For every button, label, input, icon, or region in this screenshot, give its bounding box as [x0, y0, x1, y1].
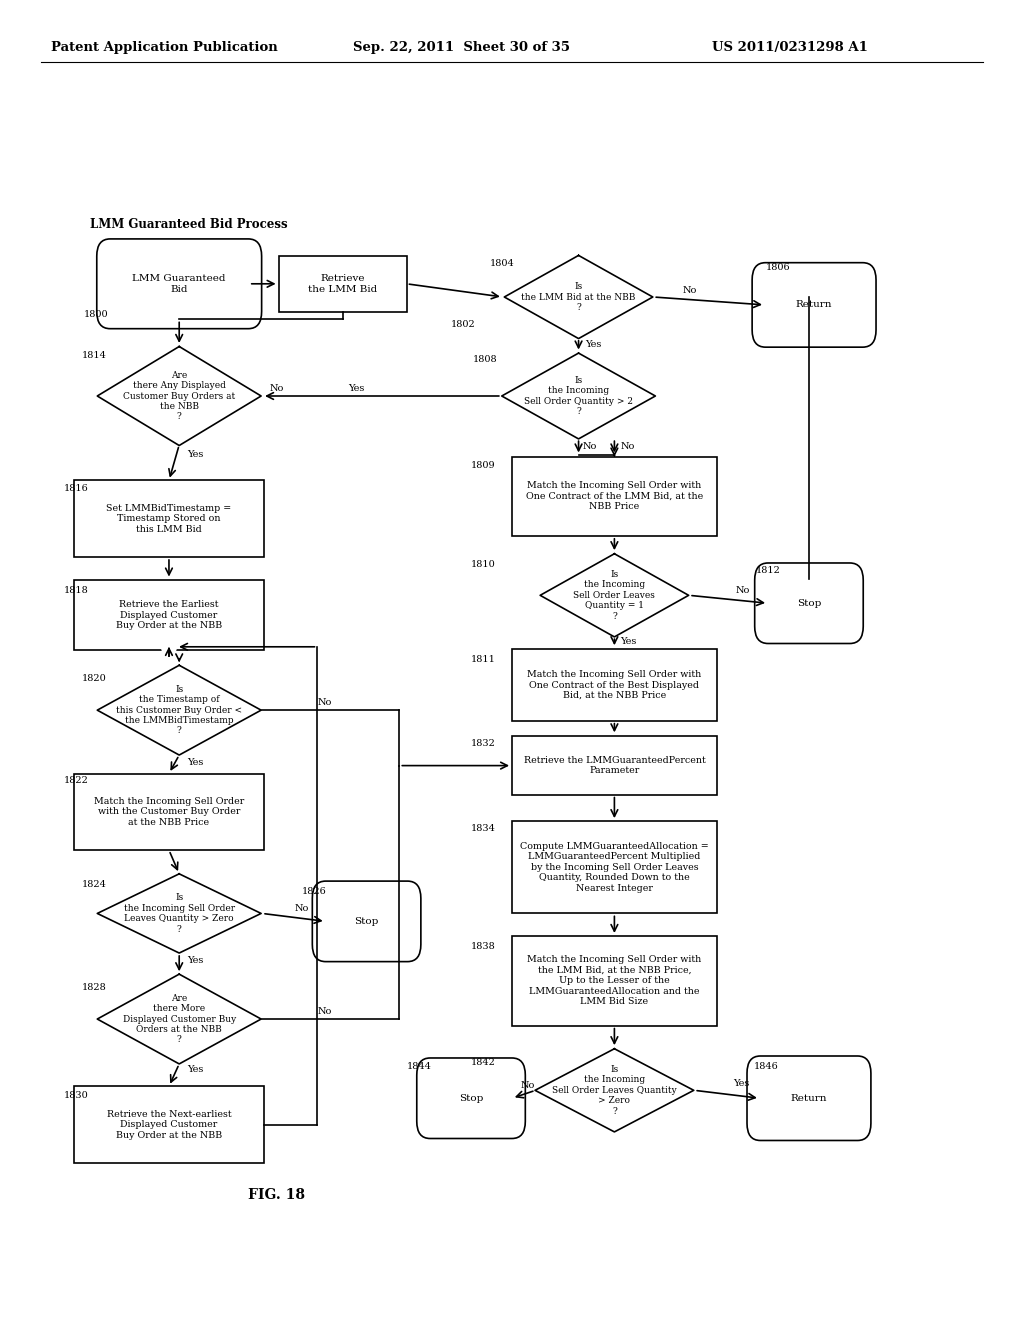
Text: US 2011/0231298 A1: US 2011/0231298 A1	[712, 41, 867, 54]
Polygon shape	[504, 256, 653, 338]
Text: Is
the Incoming
Sell Order Quantity > 2
?: Is the Incoming Sell Order Quantity > 2 …	[524, 376, 633, 416]
Text: 1820: 1820	[82, 675, 106, 682]
FancyBboxPatch shape	[748, 1056, 870, 1140]
Text: Are
there More
Displayed Customer Buy
Orders at the NBB
?: Are there More Displayed Customer Buy Or…	[123, 994, 236, 1044]
Text: 1808: 1808	[473, 355, 498, 363]
Text: 1810: 1810	[471, 561, 496, 569]
Polygon shape	[535, 1048, 694, 1133]
Bar	[512, 821, 717, 913]
Text: Yes: Yes	[187, 957, 204, 965]
Bar	[75, 774, 264, 850]
Text: No: No	[269, 384, 284, 392]
Text: Match the Incoming Sell Order with
the LMM Bid, at the NBB Price,
Up to the Less: Match the Incoming Sell Order with the L…	[527, 956, 701, 1006]
Text: Is
the LMM Bid at the NBB
?: Is the LMM Bid at the NBB ?	[521, 282, 636, 312]
Text: 1834: 1834	[471, 825, 496, 833]
Text: Yes: Yes	[585, 341, 601, 348]
Text: 1826: 1826	[302, 887, 327, 895]
Text: No: No	[683, 286, 697, 294]
Text: Sep. 22, 2011  Sheet 30 of 35: Sep. 22, 2011 Sheet 30 of 35	[353, 41, 570, 54]
Text: Return: Return	[791, 1094, 827, 1102]
Text: No: No	[583, 442, 597, 450]
Text: LMM Guaranteed Bid Process: LMM Guaranteed Bid Process	[90, 218, 288, 231]
Text: Yes: Yes	[733, 1080, 750, 1088]
Text: No: No	[621, 442, 635, 450]
Text: 1816: 1816	[63, 484, 88, 492]
Text: No: No	[317, 698, 332, 706]
Text: Is
the Incoming Sell Order
Leaves Quantity > Zero
?: Is the Incoming Sell Order Leaves Quanti…	[124, 894, 234, 933]
FancyBboxPatch shape	[752, 263, 877, 347]
Text: No: No	[317, 1007, 332, 1015]
Circle shape	[162, 638, 176, 656]
Text: Is
the Incoming
Sell Order Leaves
Quantity = 1
?: Is the Incoming Sell Order Leaves Quanti…	[573, 570, 655, 620]
Text: 1824: 1824	[82, 880, 106, 888]
Bar	[75, 579, 264, 649]
Text: 1802: 1802	[451, 321, 475, 329]
FancyBboxPatch shape	[96, 239, 262, 329]
Polygon shape	[97, 347, 261, 446]
Text: Yes: Yes	[348, 384, 365, 392]
Text: Retrieve
the LMM Bid: Retrieve the LMM Bid	[308, 275, 378, 293]
Text: Yes: Yes	[187, 759, 204, 767]
Text: 1814: 1814	[82, 351, 106, 359]
Text: Patent Application Publication: Patent Application Publication	[51, 41, 278, 54]
Text: FIG. 18: FIG. 18	[248, 1188, 305, 1201]
Bar	[279, 256, 408, 312]
Text: Compute LMMGuaranteedAllocation =
LMMGuaranteedPercent Multiplied
by the Incomin: Compute LMMGuaranteedAllocation = LMMGua…	[520, 842, 709, 892]
Text: Stop: Stop	[354, 917, 379, 925]
Bar	[75, 480, 264, 557]
Text: Is
the Incoming
Sell Order Leaves Quantity
> Zero
?: Is the Incoming Sell Order Leaves Quanti…	[552, 1065, 677, 1115]
Bar	[512, 649, 717, 722]
Text: 1806: 1806	[766, 264, 791, 272]
Polygon shape	[97, 974, 261, 1064]
Text: Match the Incoming Sell Order with
One Contract of the Best Displayed
Bid, at th: Match the Incoming Sell Order with One C…	[527, 671, 701, 700]
Text: 1811: 1811	[471, 656, 496, 664]
Polygon shape	[97, 874, 261, 953]
Polygon shape	[502, 354, 655, 438]
Text: Stop: Stop	[459, 1094, 483, 1102]
Polygon shape	[97, 665, 261, 755]
Text: 1828: 1828	[82, 983, 106, 991]
FancyBboxPatch shape	[312, 882, 421, 961]
Text: Stop: Stop	[797, 599, 821, 607]
Bar	[512, 936, 717, 1026]
Text: Set LMMBidTimestamp =
Timestamp Stored on
this LMM Bid: Set LMMBidTimestamp = Timestamp Stored o…	[106, 504, 231, 533]
Polygon shape	[541, 554, 688, 636]
Text: Retrieve the Earliest
Displayed Customer
Buy Order at the NBB: Retrieve the Earliest Displayed Customer…	[116, 601, 222, 630]
Text: 1830: 1830	[63, 1092, 88, 1100]
Bar	[512, 737, 717, 795]
Bar	[75, 1086, 264, 1163]
Text: 1842: 1842	[471, 1059, 496, 1067]
Text: Are
there Any Displayed
Customer Buy Orders at
the NBB
?: Are there Any Displayed Customer Buy Ord…	[123, 371, 236, 421]
Text: Yes: Yes	[187, 450, 204, 458]
Text: Yes: Yes	[187, 1065, 204, 1073]
Text: 1809: 1809	[471, 462, 496, 470]
Text: 1804: 1804	[489, 260, 514, 268]
Text: 1818: 1818	[63, 586, 88, 594]
Text: LMM Guaranteed
Bid: LMM Guaranteed Bid	[132, 275, 226, 293]
Text: Is
the Timestamp of
this Customer Buy Order <
the LMMBidTimestamp
?: Is the Timestamp of this Customer Buy Or…	[116, 685, 243, 735]
Text: 1812: 1812	[756, 566, 780, 574]
Text: No: No	[295, 904, 309, 912]
Text: Match the Incoming Sell Order with
One Contract of the LMM Bid, at the
NBB Price: Match the Incoming Sell Order with One C…	[525, 482, 703, 511]
Text: 1832: 1832	[471, 739, 496, 747]
Text: 1838: 1838	[471, 942, 496, 950]
Text: 1844: 1844	[407, 1063, 431, 1071]
FancyBboxPatch shape	[755, 562, 863, 643]
Text: 1822: 1822	[63, 776, 88, 784]
Text: 1800: 1800	[84, 310, 109, 318]
Text: No: No	[520, 1081, 535, 1089]
Text: Match the Incoming Sell Order
with the Customer Buy Order
at the NBB Price: Match the Incoming Sell Order with the C…	[94, 797, 244, 826]
Text: No: No	[735, 586, 750, 594]
Text: Retrieve the Next-earliest
Displayed Customer
Buy Order at the NBB: Retrieve the Next-earliest Displayed Cus…	[106, 1110, 231, 1139]
Text: Return: Return	[796, 301, 833, 309]
Text: Retrieve the LMMGuaranteedPercent
Parameter: Retrieve the LMMGuaranteedPercent Parame…	[523, 756, 706, 775]
FancyBboxPatch shape	[417, 1059, 525, 1138]
Text: 1846: 1846	[754, 1063, 778, 1071]
Bar	[512, 457, 717, 536]
Text: Yes: Yes	[621, 638, 637, 645]
